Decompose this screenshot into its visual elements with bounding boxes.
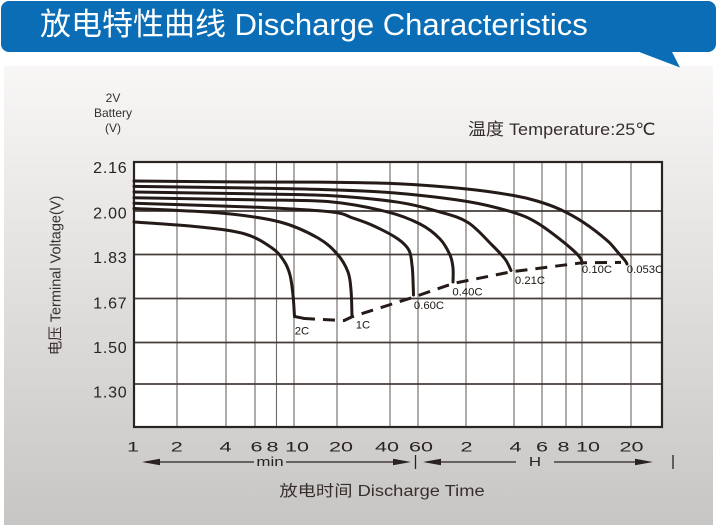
svg-text:0.053C: 0.053C <box>627 264 663 276</box>
svg-text:40: 40 <box>375 440 399 455</box>
svg-text:4: 4 <box>509 440 521 455</box>
svg-text:1.30: 1.30 <box>93 385 127 402</box>
svg-text:6: 6 <box>250 440 262 455</box>
svg-text:H: H <box>529 455 541 470</box>
svg-text:0.40C: 0.40C <box>452 287 482 299</box>
svg-text:2: 2 <box>171 440 183 455</box>
svg-text:20: 20 <box>329 440 353 455</box>
svg-text:4: 4 <box>219 440 231 455</box>
svg-text:8: 8 <box>266 440 278 455</box>
svg-text:10: 10 <box>576 440 600 455</box>
svg-text:2C: 2C <box>295 326 309 338</box>
svg-text:2.16: 2.16 <box>93 160 127 177</box>
svg-text:0.60C: 0.60C <box>414 300 444 312</box>
svg-text:min: min <box>256 455 283 470</box>
svg-text:10: 10 <box>285 440 309 455</box>
svg-text:1.83: 1.83 <box>93 250 127 267</box>
svg-text:0.10C: 0.10C <box>582 264 612 276</box>
svg-text:2.00: 2.00 <box>93 206 127 223</box>
svg-text:1: 1 <box>127 440 139 455</box>
svg-text:20: 20 <box>619 440 643 455</box>
svg-text:1.50: 1.50 <box>93 340 127 357</box>
svg-text:0.21C: 0.21C <box>515 275 545 287</box>
svg-text:8: 8 <box>557 440 569 455</box>
svg-text:60: 60 <box>409 440 433 455</box>
svg-text:1C: 1C <box>356 320 370 332</box>
svg-text:1.67: 1.67 <box>93 296 127 313</box>
svg-text:2: 2 <box>460 440 472 455</box>
svg-text:6: 6 <box>536 440 548 455</box>
